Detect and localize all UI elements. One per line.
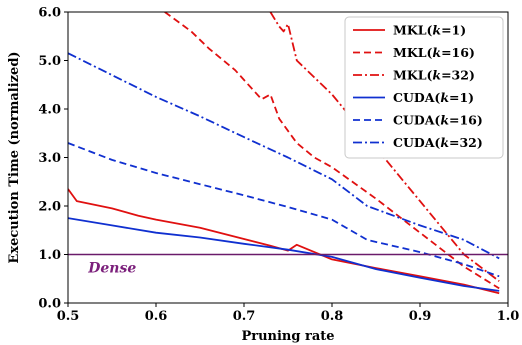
x-tick-label: 0.9 xyxy=(409,309,432,324)
x-tick-label: 0.5 xyxy=(57,309,80,324)
legend-label: CUDA(k=32) xyxy=(393,135,483,150)
x-tick-label: 0.8 xyxy=(321,309,344,324)
y-tick-label: 3.0 xyxy=(38,151,61,166)
legend-box xyxy=(344,16,504,159)
x-tick-label: 0.6 xyxy=(145,309,168,324)
legend-label: MKL(k=32) xyxy=(393,68,475,83)
series-layer xyxy=(68,12,500,295)
x-tick-label: 1.0 xyxy=(497,309,520,324)
series-line-3 xyxy=(269,12,500,282)
y-tick-label: 6.0 xyxy=(38,6,61,21)
x-axis-label: Pruning rate xyxy=(241,329,334,344)
series-line-4 xyxy=(68,217,500,292)
series-line-5 xyxy=(68,142,500,278)
y-tick-label: 5.0 xyxy=(38,54,61,69)
y-tick-label: 4.0 xyxy=(38,103,61,118)
legend-label: MKL(k=16) xyxy=(393,45,475,60)
y-axis-label: Execution Time (normalized) xyxy=(7,51,22,263)
dense-annotation: Dense xyxy=(87,260,136,276)
y-tick-label: 1.0 xyxy=(38,248,61,263)
series-line-6 xyxy=(68,52,500,260)
x-tick-label: 0.7 xyxy=(233,309,256,324)
ticks-layer: 0.5 0.6 0.7 0.8 0.9 1.0 0.0 1.0 2.0 3.0 4.0 5.0 6.0 xyxy=(38,6,519,325)
y-tick-label: 0.0 xyxy=(38,297,61,312)
series-line-2 xyxy=(164,12,500,290)
legend: MKL(k=1) MKL(k=16) MKL(k=32) CUDA(k=1) CUDA(… xyxy=(344,16,504,159)
legend-label: CUDA(k=1) xyxy=(393,90,474,105)
y-tick-label: 2.0 xyxy=(38,200,61,215)
legend-label: MKL(k=1) xyxy=(393,23,466,38)
legend-label: CUDA(k=16) xyxy=(393,113,483,128)
series-line-1 xyxy=(68,188,500,295)
